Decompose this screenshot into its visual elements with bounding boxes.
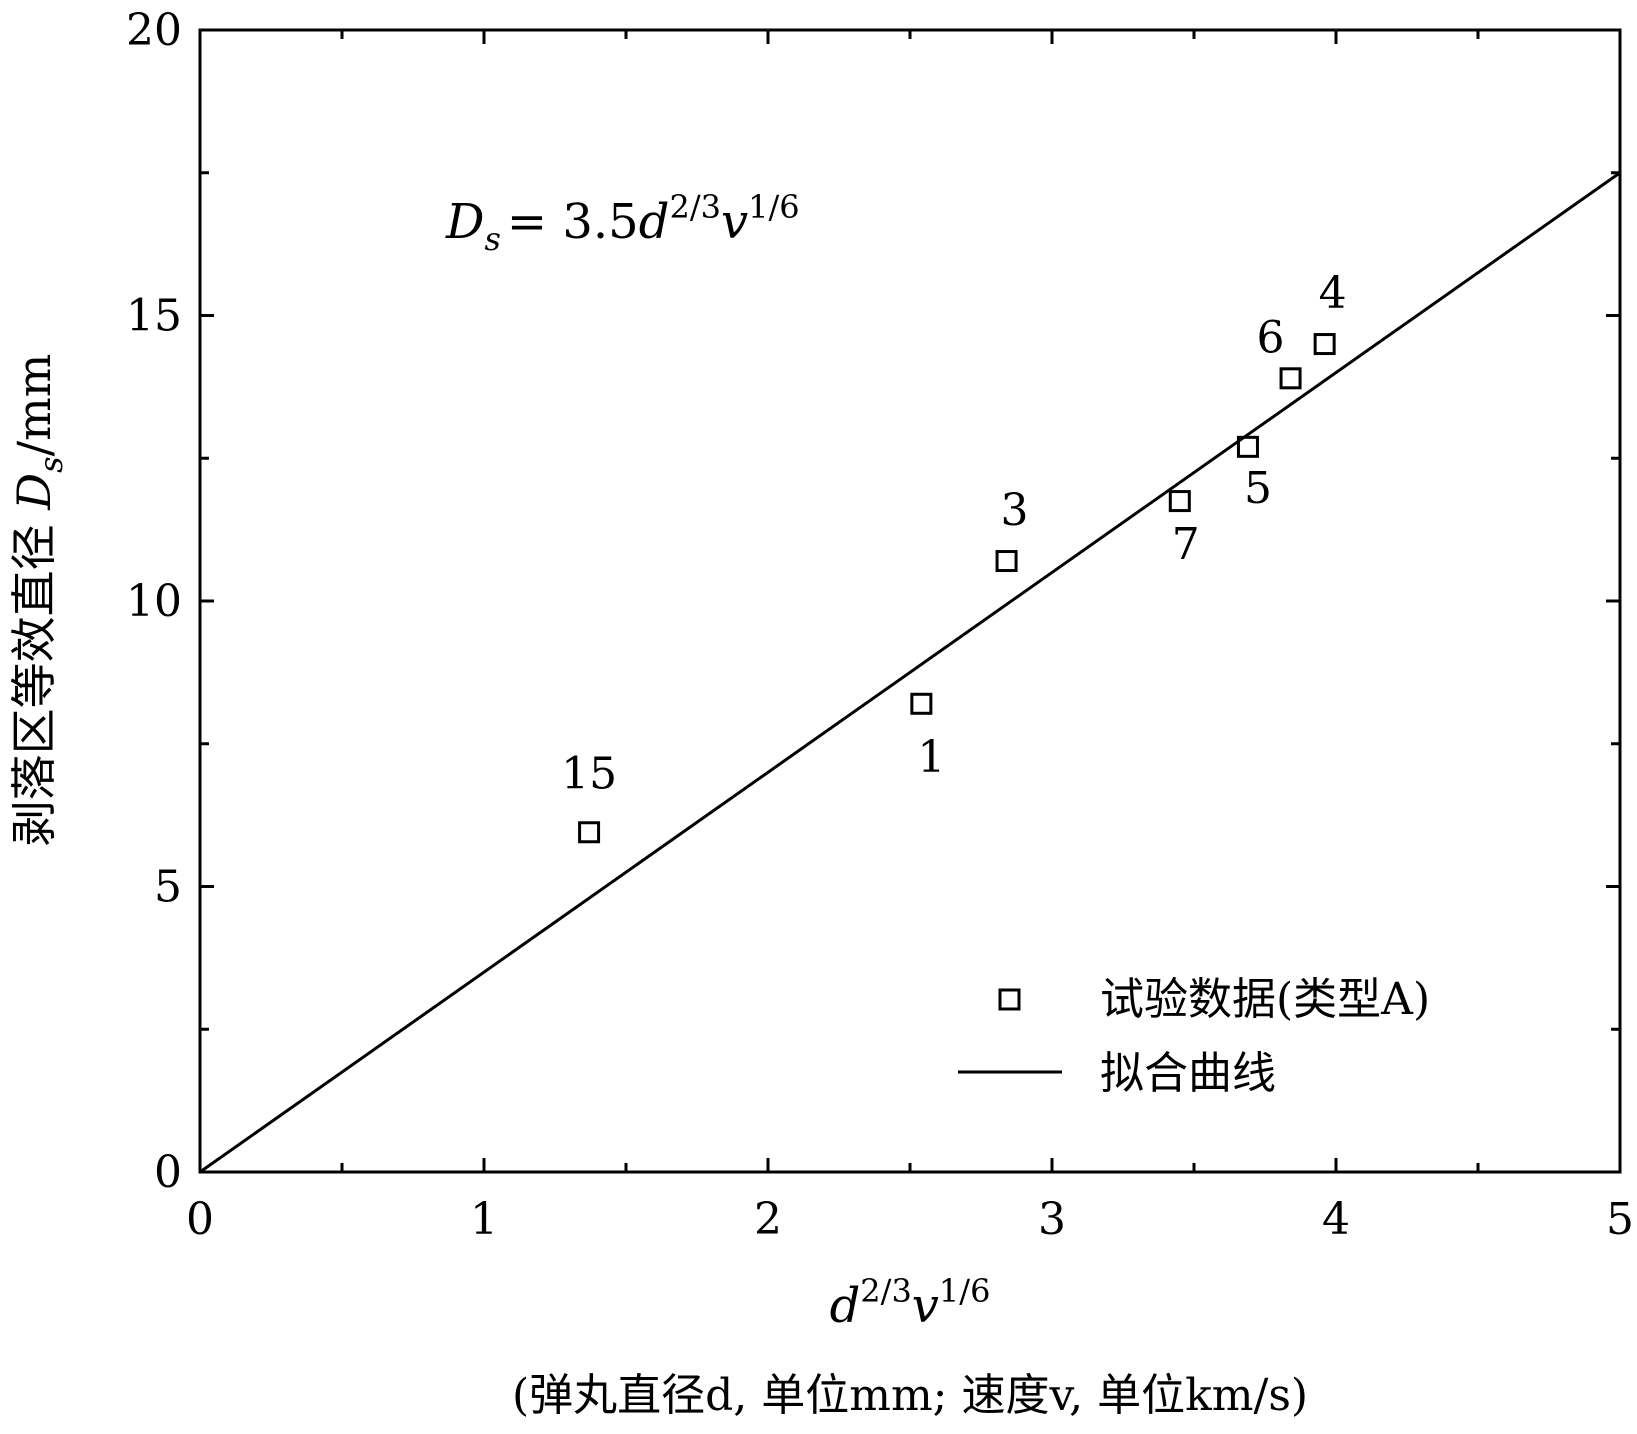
data-point-label: 4 bbox=[1319, 268, 1347, 319]
data-point bbox=[1236, 435, 1259, 458]
data-point-label: 1 bbox=[917, 732, 945, 783]
data-point-label: 5 bbox=[1244, 463, 1272, 514]
data-point bbox=[910, 692, 933, 715]
y-tick-label: 5 bbox=[154, 862, 182, 913]
x-axis-label: d2/3v1/6 bbox=[830, 1272, 991, 1334]
eq-base2: v bbox=[721, 194, 748, 250]
legend-label-line: 拟合曲线 bbox=[1100, 1048, 1276, 1099]
x-tick-label: 2 bbox=[754, 1194, 782, 1245]
data-point-label: 7 bbox=[1172, 519, 1200, 570]
xlabel-base2: v bbox=[912, 1278, 939, 1334]
x-tick-label: 5 bbox=[1606, 1194, 1634, 1245]
point-labels: 15 1 3 75 64 bbox=[561, 268, 1347, 799]
data-point-label: 6 bbox=[1257, 312, 1285, 363]
eq-exp1: 2/3 bbox=[669, 188, 721, 226]
ylabel-text: 剥落区等效直径 bbox=[7, 510, 61, 847]
legend-marker-scatter bbox=[998, 988, 1021, 1011]
x-tick-label: 1 bbox=[470, 1194, 498, 1245]
y-axis-label: 剥落区等效直径 Ds/mm bbox=[7, 354, 70, 847]
xlabel-base1: d bbox=[830, 1278, 861, 1334]
y-tick-label: 10 bbox=[126, 576, 182, 627]
data-point bbox=[1313, 333, 1336, 356]
legend-label-scatter: 试验数据(类型A) bbox=[1100, 974, 1430, 1025]
eq-lhs-sub: s bbox=[484, 220, 500, 258]
data-point bbox=[995, 550, 1018, 573]
xlabel-exp2: 1/6 bbox=[939, 1272, 991, 1310]
y-tick-label: 15 bbox=[126, 291, 182, 342]
fit-line bbox=[199, 171, 1621, 1174]
ylabel-var: D bbox=[7, 473, 61, 511]
data-point bbox=[1279, 367, 1302, 390]
fit-equation: Ds = 3.5d2/3v1/6 bbox=[445, 188, 800, 258]
ylabel-sub: s bbox=[32, 456, 70, 472]
axis-ticks bbox=[198, 28, 1622, 1174]
data-point-label: 3 bbox=[1001, 485, 1029, 536]
y-tick-label: 20 bbox=[126, 5, 182, 56]
data-point bbox=[1168, 490, 1191, 513]
data-point-label: 15 bbox=[561, 748, 617, 799]
eq-base1: d bbox=[639, 194, 670, 250]
x-tick-label: 4 bbox=[1322, 1194, 1350, 1245]
legend: 试验数据(类型A) 拟合曲线 bbox=[958, 974, 1430, 1099]
x-tick-label: 0 bbox=[186, 1194, 214, 1245]
xlabel-exp1: 2/3 bbox=[860, 1272, 912, 1310]
y-tick-label: 0 bbox=[154, 1147, 182, 1198]
eq-lhs: D bbox=[445, 194, 484, 250]
eq-rhs-coef: = 3.5 bbox=[507, 194, 639, 250]
data-points bbox=[578, 333, 1336, 844]
x-tick-label: 3 bbox=[1038, 1194, 1066, 1245]
ylabel-unit: /mm bbox=[7, 354, 61, 457]
eq-exp2: 1/6 bbox=[748, 188, 800, 226]
data-point bbox=[578, 821, 601, 844]
x-axis-label-line2: (弹丸直径d, 单位mm; 速度v, 单位km/s) bbox=[512, 1370, 1308, 1421]
